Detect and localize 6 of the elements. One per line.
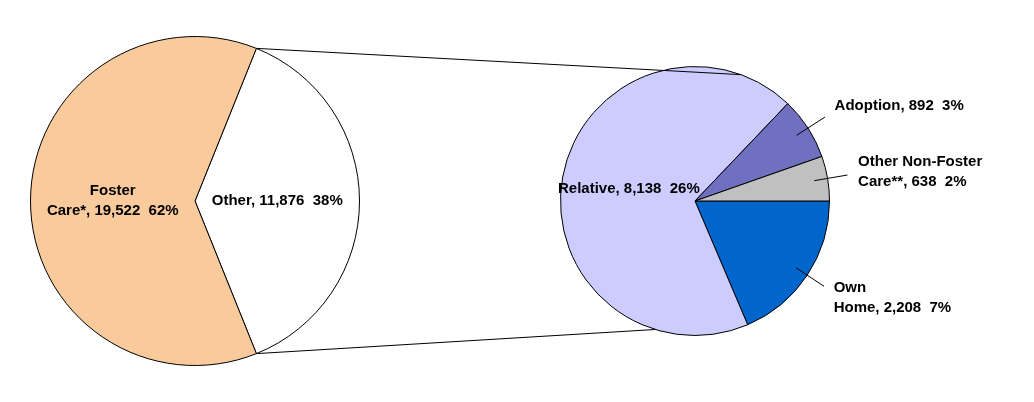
- slice-label: Other Non-Foster Care**, 638 2%: [858, 151, 983, 189]
- slice-label: Relative, 8,138 26%: [557, 179, 700, 197]
- slice-label: Other, 11,876 38%: [211, 191, 343, 209]
- slice-label: Foster Care*, 19,522 62%: [46, 181, 179, 219]
- slice-label: Own Home, 2,208 7%: [833, 277, 952, 315]
- slice-label: Adoption, 892 3%: [834, 95, 964, 113]
